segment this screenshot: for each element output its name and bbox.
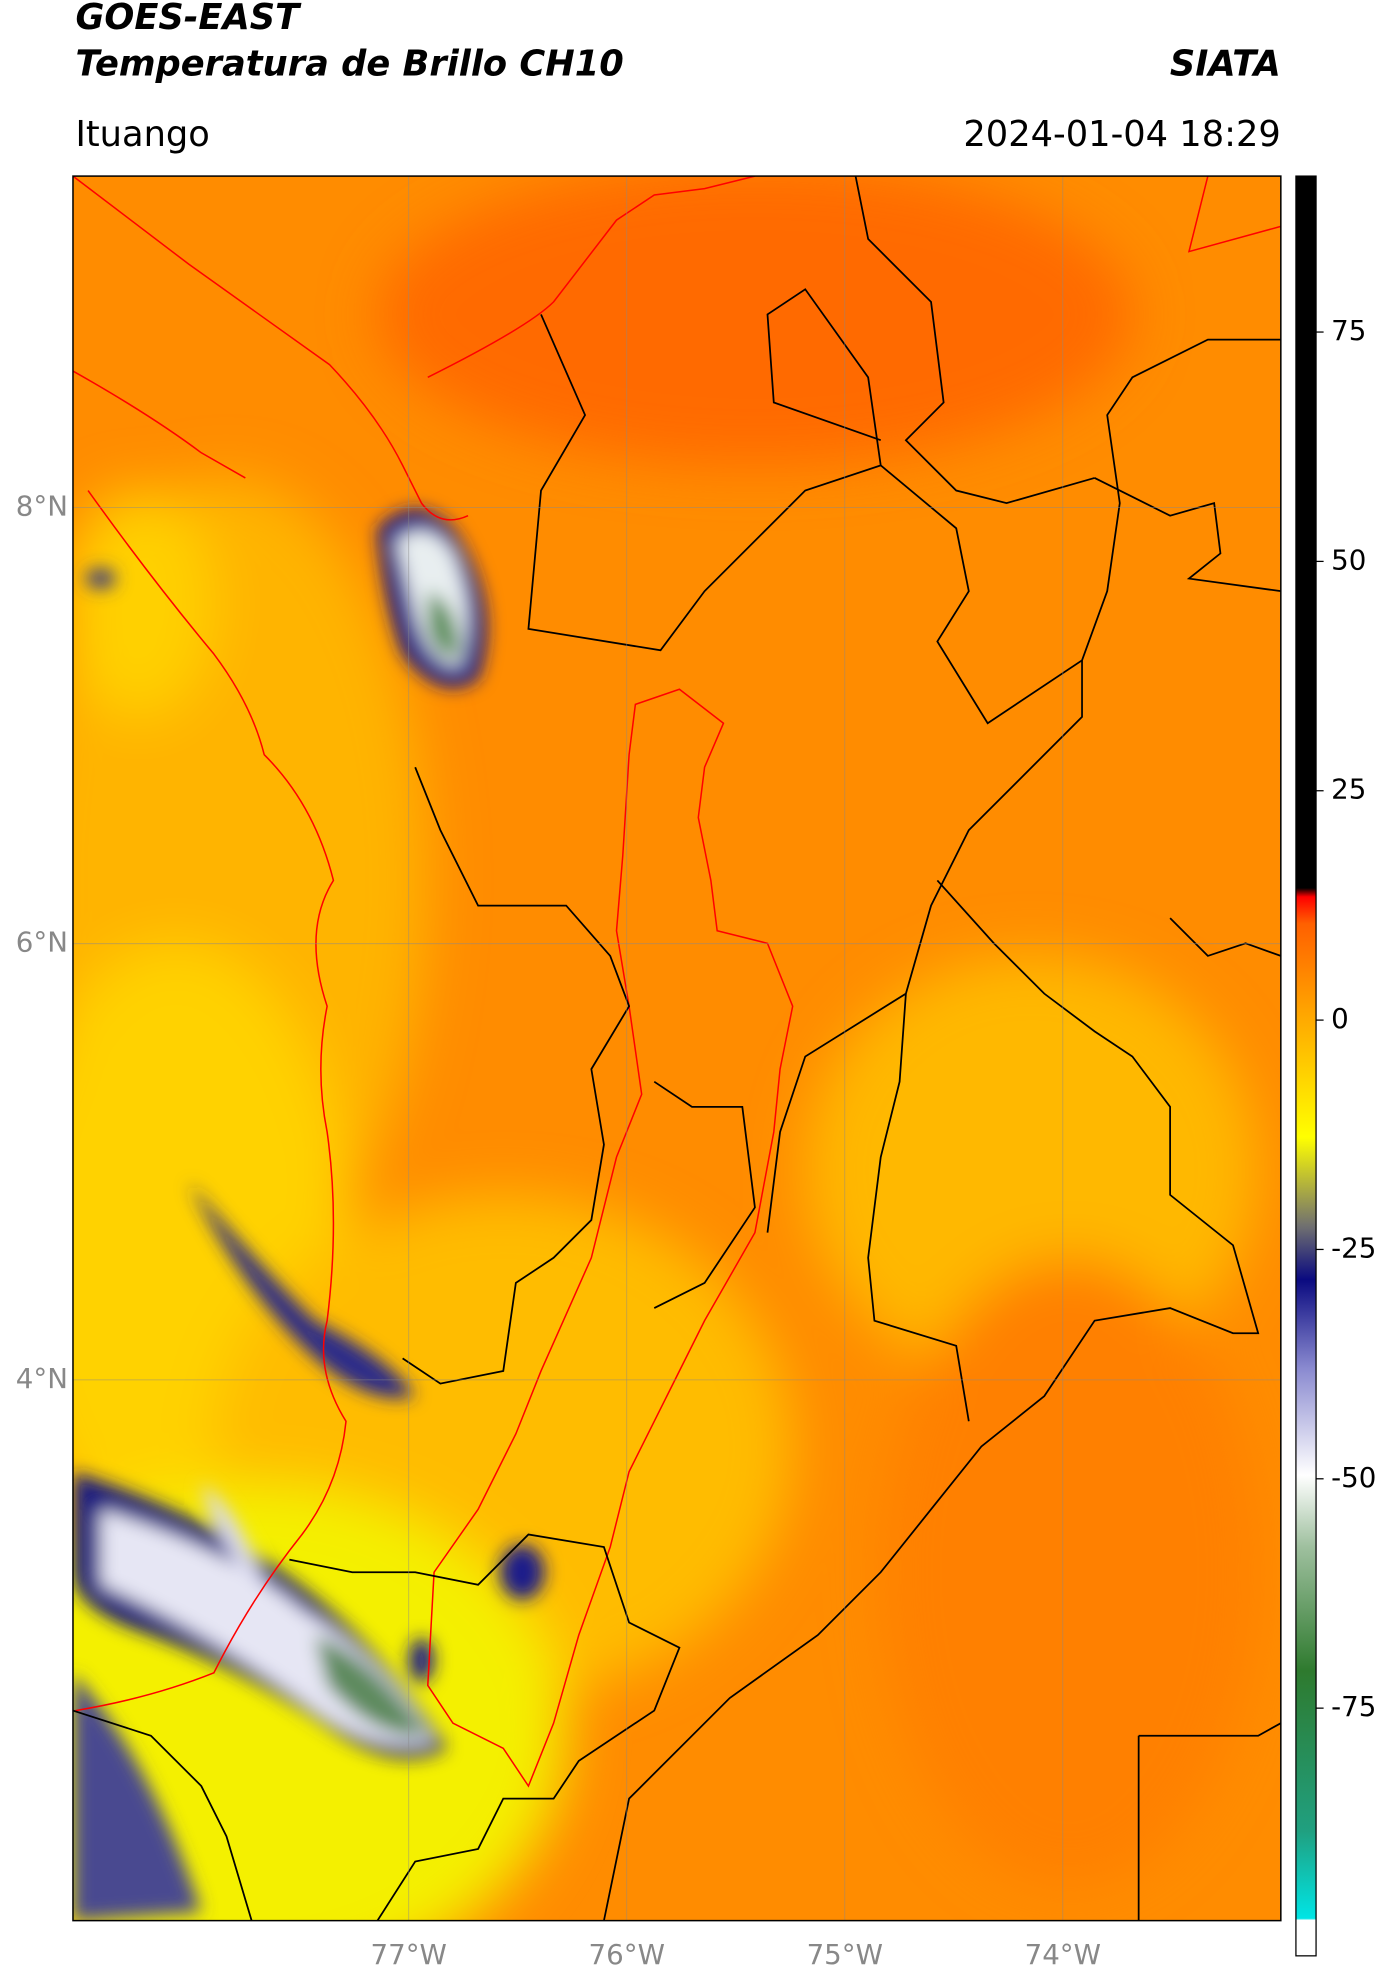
colorbar-tick-label: 0 [1331,1002,1349,1035]
datetime: 2024-01-04 18:29 [963,114,1280,155]
map-image [72,176,1281,1921]
colorbar-tick-label: -50 [1331,1461,1376,1494]
colorbar-tick-label: -25 [1331,1231,1376,1264]
location: Ituango [75,114,209,155]
x-tick-label: 77°W [371,1938,447,1971]
colorbar [1295,175,1317,1957]
colorbar-tick-label: 25 [1331,773,1366,806]
colorbar-ticks: -75 -50 -25 0 25 50 75 [1316,314,1376,1723]
x-tick-label: 74°W [1025,1938,1101,1971]
y-tick-label: 6°N [16,926,68,959]
colorbar-tick-label: 75 [1331,314,1366,347]
colorbar-tick-label: 50 [1331,543,1366,576]
x-tick-label: 75°W [807,1938,883,1971]
title: GOES-EAST [75,0,302,38]
colorbar-tick-label: -75 [1331,1690,1376,1723]
map-frame [72,175,1282,1922]
source: SIATA [1170,43,1281,84]
boundaries [72,176,1281,1921]
y-tick-label: 8°N [16,490,68,523]
subtitle: Temperatura de Brillo CH10 [75,43,623,84]
graticule: 77°W 76°W 75°W 74°W 4°N 6°N 8°N [16,176,1281,1971]
y-tick-label: 4°N [16,1362,68,1395]
x-tick-label: 76°W [589,1938,665,1971]
